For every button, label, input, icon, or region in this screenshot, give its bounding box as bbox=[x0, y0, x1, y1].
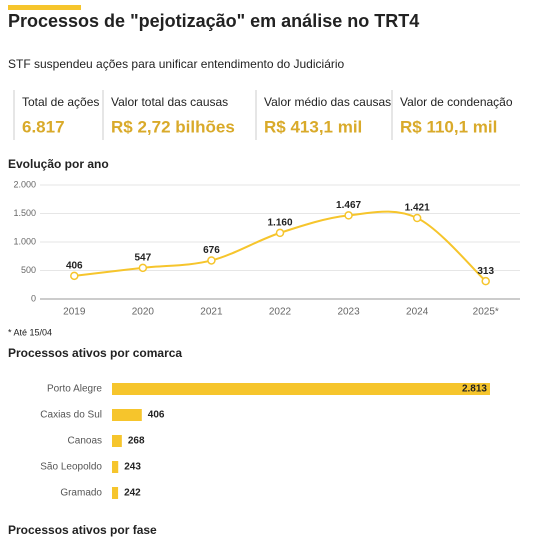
kpi-value: R$ 110,1 mil bbox=[400, 117, 497, 136]
kpi-value: R$ 2,72 bilhões bbox=[111, 117, 235, 136]
x-tick-label: 2023 bbox=[337, 307, 360, 318]
x-tick-label: 2020 bbox=[132, 307, 155, 318]
point bbox=[207, 256, 216, 265]
data-label: 1.467 bbox=[336, 200, 361, 211]
data-label: 313 bbox=[477, 266, 494, 277]
kpi-label: Total de ações bbox=[22, 95, 99, 109]
x-tick-label: 2025* bbox=[473, 307, 499, 318]
footnote: * Até 15/04 bbox=[8, 327, 52, 337]
x-tick-label: 2019 bbox=[63, 307, 86, 318]
point bbox=[344, 211, 353, 220]
accent-bar bbox=[8, 5, 81, 10]
data-label: 268 bbox=[128, 436, 145, 447]
y-tick-label: Porto Alegre bbox=[47, 384, 102, 395]
bar bbox=[112, 409, 142, 421]
section-title: Processos ativos por fase bbox=[8, 523, 157, 537]
data-label: 406 bbox=[66, 260, 83, 271]
kpi-value: R$ 413,1 mil bbox=[264, 117, 362, 136]
y-tick-label: 1.500 bbox=[13, 208, 36, 218]
y-tick-label: Gramado bbox=[60, 488, 102, 499]
data-label: 676 bbox=[203, 245, 220, 256]
y-tick-label: 500 bbox=[21, 265, 36, 275]
data-label: 406 bbox=[148, 410, 165, 421]
chart-title: Evolução por ano bbox=[8, 157, 109, 171]
x-tick-label: 2024 bbox=[406, 307, 429, 318]
kpi-value: 6.817 bbox=[22, 117, 65, 136]
point bbox=[412, 213, 422, 223]
kpi-label: Valor de condenação bbox=[400, 95, 513, 109]
y-tick-label: Caxias do Sul bbox=[40, 410, 102, 421]
bar bbox=[112, 487, 119, 499]
point bbox=[275, 228, 285, 238]
bar bbox=[112, 461, 119, 473]
y-tick-label: 1.000 bbox=[13, 236, 36, 246]
data-label: 242 bbox=[124, 488, 141, 499]
data-label: 2.813 bbox=[462, 384, 487, 395]
y-tick-label: 0 bbox=[31, 293, 36, 303]
bar bbox=[112, 383, 490, 395]
y-tick-label: 2.000 bbox=[13, 179, 36, 189]
x-tick-label: 2021 bbox=[200, 307, 223, 318]
data-label: 243 bbox=[124, 462, 141, 473]
y-tick-label: São Leopoldo bbox=[40, 462, 102, 473]
x-tick-label: 2022 bbox=[269, 307, 292, 318]
kpi-label: Valor médio das causas bbox=[264, 95, 391, 109]
point bbox=[481, 276, 490, 286]
data-label: 547 bbox=[135, 252, 152, 263]
bar bbox=[112, 435, 122, 447]
kpi-label: Valor total das causas bbox=[111, 95, 228, 109]
data-label: 1.421 bbox=[405, 203, 430, 214]
data-label: 1.160 bbox=[267, 218, 292, 229]
subtitle: STF suspendeu ações para unificar entend… bbox=[8, 57, 345, 71]
point bbox=[138, 263, 148, 273]
chart-title: Processos ativos por comarca bbox=[8, 346, 182, 360]
title: Processos de "pejotização" em análise no… bbox=[8, 11, 419, 31]
y-tick-label: Canoas bbox=[68, 436, 102, 447]
point bbox=[70, 271, 79, 281]
